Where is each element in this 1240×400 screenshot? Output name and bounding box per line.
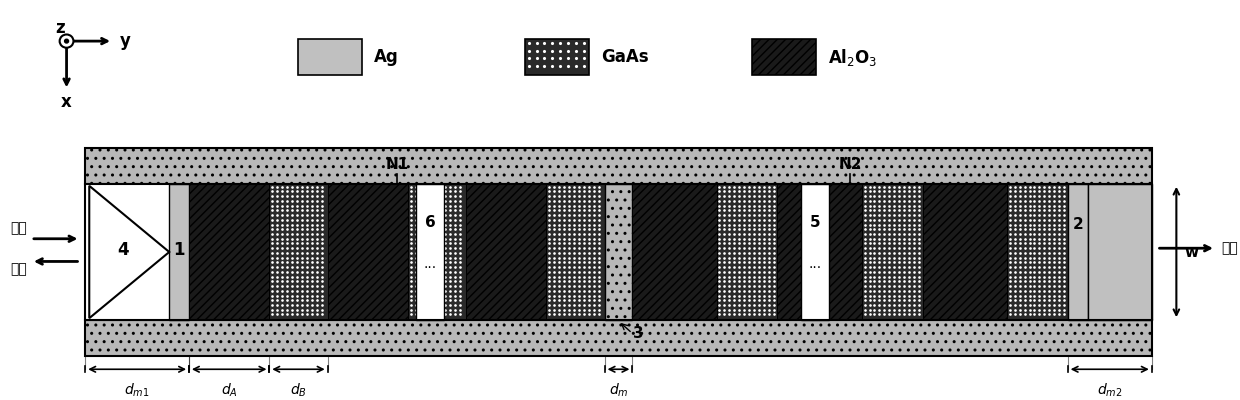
Bar <box>269 184 327 320</box>
Text: 入射: 入射 <box>10 221 27 235</box>
Text: Ag: Ag <box>373 48 398 66</box>
Text: z: z <box>55 19 64 37</box>
Bar <box>169 184 188 320</box>
Bar <box>86 148 1152 184</box>
Bar <box>1007 184 1068 320</box>
Text: x: x <box>61 93 72 111</box>
Bar <box>417 184 444 320</box>
Text: $d_m$: $d_m$ <box>609 382 629 399</box>
Bar <box>86 184 1152 320</box>
Polygon shape <box>89 186 169 318</box>
Bar <box>1087 184 1152 320</box>
Circle shape <box>64 39 68 43</box>
Text: ···: ··· <box>808 261 822 275</box>
Text: 2: 2 <box>1073 217 1083 232</box>
Text: $d_{m2}$: $d_{m2}$ <box>1097 382 1122 399</box>
Bar <box>86 320 1152 356</box>
Bar <box>547 184 605 320</box>
Text: $d_{m1}$: $d_{m1}$ <box>124 382 150 399</box>
Text: GaAs: GaAs <box>600 48 649 66</box>
Text: $d_A$: $d_A$ <box>221 382 238 399</box>
Text: 6: 6 <box>425 214 435 230</box>
Text: 3: 3 <box>634 326 644 341</box>
Text: ···: ··· <box>424 261 436 275</box>
Circle shape <box>60 34 73 48</box>
Text: N2: N2 <box>838 157 862 172</box>
Bar <box>923 184 1007 320</box>
Bar <box>751 39 816 75</box>
Bar <box>801 184 830 320</box>
Text: $d_B$: $d_B$ <box>290 382 308 399</box>
Bar <box>632 184 717 320</box>
Bar <box>1068 184 1087 320</box>
Bar <box>717 184 777 320</box>
Bar <box>525 39 589 75</box>
Bar <box>466 184 547 320</box>
Bar <box>605 184 632 320</box>
Bar <box>86 184 1152 320</box>
Text: N1: N1 <box>386 157 408 172</box>
Text: Al$_2$O$_3$: Al$_2$O$_3$ <box>828 47 877 68</box>
Bar <box>298 39 362 75</box>
Text: 透射: 透射 <box>1221 241 1238 255</box>
Text: y: y <box>119 32 130 50</box>
Bar <box>408 184 466 320</box>
Text: 4: 4 <box>117 241 129 259</box>
Text: w: w <box>1184 244 1198 260</box>
Text: 反射: 反射 <box>10 262 27 276</box>
Bar <box>777 184 862 320</box>
Bar <box>327 184 408 320</box>
Text: 5: 5 <box>810 214 821 230</box>
Bar <box>188 184 269 320</box>
Bar <box>862 184 923 320</box>
Text: 1: 1 <box>174 241 185 259</box>
